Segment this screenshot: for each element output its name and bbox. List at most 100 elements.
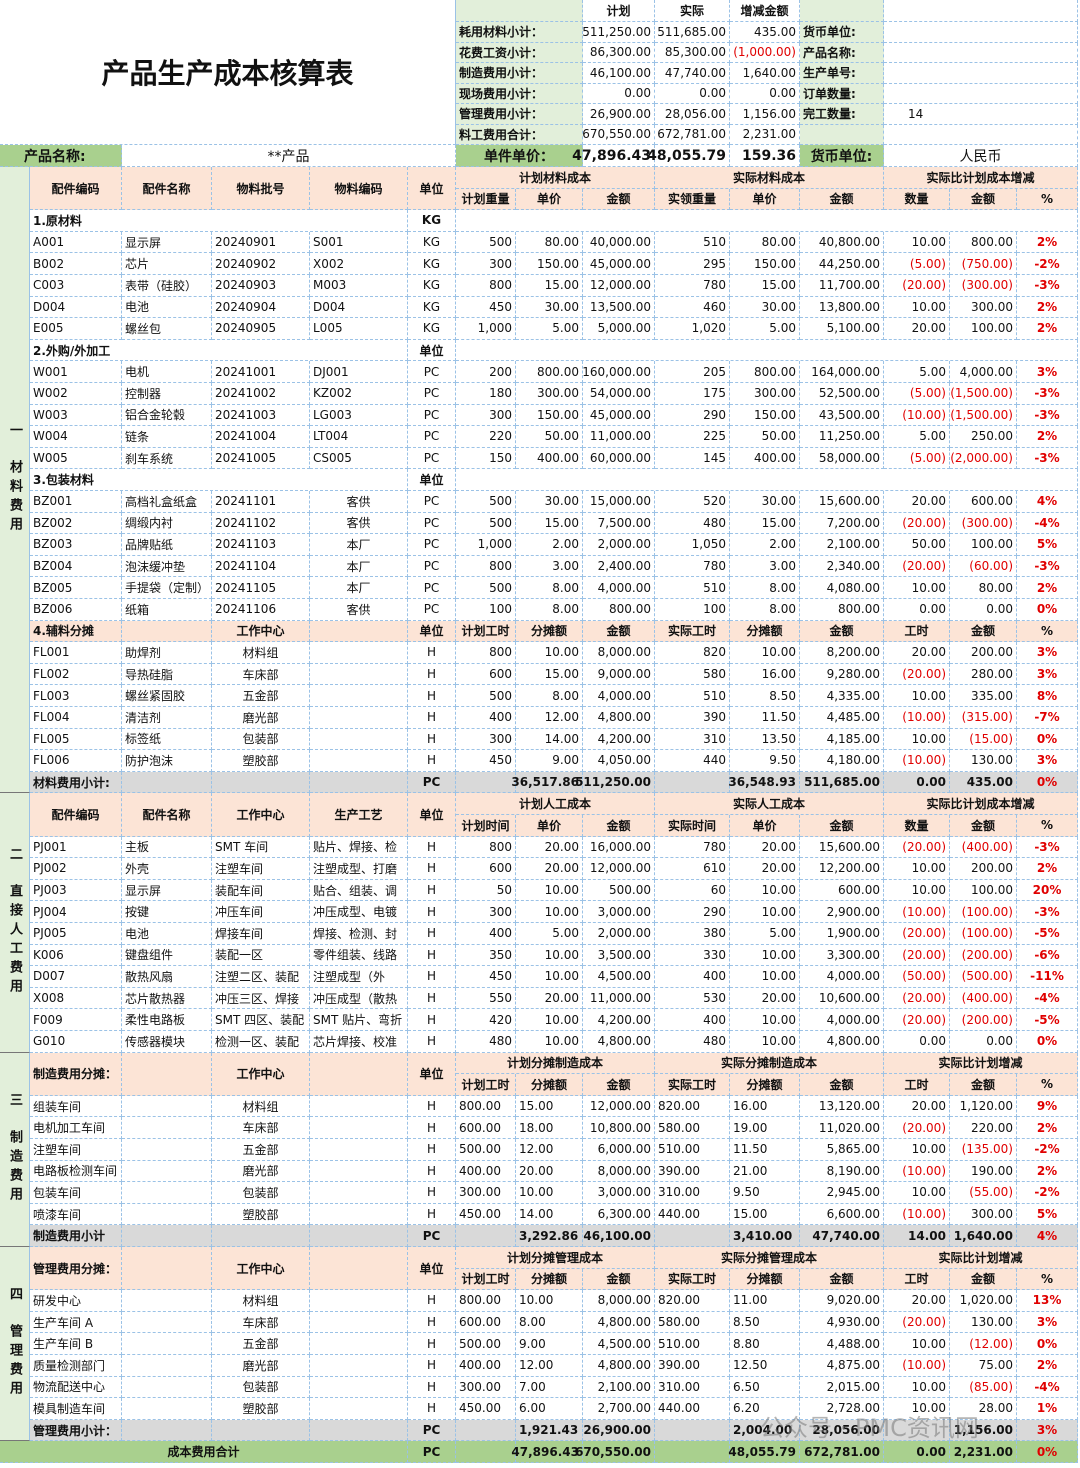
section-label-text: 四	[7, 1287, 22, 1307]
cell: 链条	[122, 426, 212, 448]
cell: 10,600.00	[800, 987, 884, 1010]
cell: H	[408, 966, 456, 988]
cell: 防护泡沫	[122, 750, 212, 772]
cell: 600	[456, 858, 516, 880]
cell: H	[408, 1333, 456, 1355]
cell: 13.50	[730, 728, 800, 751]
cell: H	[408, 1398, 456, 1420]
cell: 注塑成型、打磨	[310, 858, 408, 880]
cell: 520	[655, 491, 730, 513]
cell: B002	[30, 253, 122, 275]
total-cell: 47,896.43	[511, 1441, 583, 1463]
cell: 10.00	[884, 577, 950, 599]
cell: 75.00	[950, 1355, 1017, 1377]
row-background	[30, 1419, 1078, 1442]
subtotal-cell: 511,250.00	[575, 771, 655, 794]
cell: 1%	[1017, 1398, 1078, 1420]
cell: 780	[655, 555, 730, 578]
subtotal-cell	[310, 771, 408, 794]
cell: 440.00	[655, 1203, 730, 1226]
cell: 500	[456, 577, 516, 599]
cell: 60	[655, 879, 730, 902]
cell: 4,488.00	[800, 1333, 884, 1355]
cell: 贴合、组装、调	[310, 879, 408, 902]
cell: D004	[30, 296, 122, 319]
cell	[122, 1203, 212, 1226]
cell: H	[408, 1290, 456, 1312]
cell: 高档礼盒纸盒	[122, 491, 212, 513]
cell: 500.00	[456, 1139, 516, 1161]
header-cell: 金额	[800, 815, 884, 837]
cell: 450	[456, 966, 516, 988]
cell: H	[408, 901, 456, 923]
cell: 20241105	[212, 577, 310, 599]
header-cell: 分摊额	[730, 1074, 800, 1096]
cell: (20.00)	[884, 663, 950, 686]
cell: H	[408, 1160, 456, 1183]
subtotal-cell	[122, 1419, 212, 1442]
cell: 客供	[310, 491, 408, 513]
cell: 2.00	[516, 534, 583, 556]
cell: 显示屏	[122, 879, 212, 902]
cell: 5,100.00	[800, 318, 884, 340]
cell: BZ005	[30, 577, 122, 599]
cell: 800.00	[456, 1290, 516, 1312]
cell: 6,600.00	[800, 1203, 884, 1226]
row-background	[30, 620, 1078, 643]
headline-cell: 单位	[408, 620, 456, 643]
cell: 1,020.00	[950, 1290, 1017, 1312]
subtotal-cell	[212, 1419, 310, 1442]
row-background	[30, 771, 1078, 794]
cell: 11,250.00	[800, 426, 884, 448]
subtotal-cell: 14.00	[884, 1225, 950, 1247]
summary-value: 672,781.00	[655, 124, 730, 145]
cell: 480	[456, 1031, 516, 1053]
cell: 3.00	[516, 555, 583, 578]
cell: 80.00	[950, 577, 1017, 599]
cell: 16.00	[730, 663, 800, 686]
cell: 12.00	[516, 1139, 583, 1161]
cell: 10.00	[884, 728, 950, 751]
cell: 1,000	[456, 534, 516, 556]
subtotal-cell: 511,685.00	[800, 771, 884, 794]
subtotal-cell: 3,410.00	[730, 1225, 800, 1247]
cell: 10.00	[884, 858, 950, 880]
cell: 5,865.00	[800, 1139, 884, 1161]
cell: 58,000.00	[800, 447, 884, 470]
cell: 包装部	[212, 1376, 310, 1399]
cell: 标签纸	[122, 728, 212, 751]
cell: 7,500.00	[583, 512, 655, 535]
cell: 14.00	[516, 1203, 583, 1226]
cell: PJ003	[30, 879, 122, 902]
cell: 车床部	[212, 1117, 310, 1139]
cell: (135.00)	[950, 1139, 1017, 1161]
cell: 塑胶部	[212, 1203, 310, 1226]
cell: 15.00	[730, 275, 800, 297]
cell: 清洁剂	[122, 707, 212, 729]
cell: (300.00)	[950, 512, 1017, 535]
summary-column: 增减金额	[730, 0, 800, 22]
subtotal-cell	[310, 1225, 408, 1247]
cell: 300	[456, 901, 516, 923]
cell	[122, 1376, 212, 1399]
subtotal-cell: 1,640.00	[950, 1225, 1017, 1247]
cell: 500	[456, 491, 516, 513]
cell: 150.00	[516, 253, 583, 275]
cell	[310, 1139, 408, 1161]
cell: 2,100.00	[583, 1376, 655, 1399]
cell: 9,000.00	[583, 663, 655, 686]
cell: 20.00	[884, 491, 950, 513]
cell: H	[408, 685, 456, 707]
summary-value: 46,100.00	[583, 63, 655, 84]
cell: 电机加工车间	[30, 1117, 122, 1139]
cell: -5%	[1017, 923, 1078, 945]
section-label-text: 一	[7, 423, 22, 443]
cell: 4,500.00	[583, 1333, 655, 1355]
cell: F009	[30, 1009, 122, 1031]
cell: 15.00	[516, 663, 583, 686]
cell: 4,335.00	[800, 685, 884, 707]
summary-value: 1,640.00	[730, 63, 800, 84]
cell: 310	[655, 728, 730, 751]
cell: 60,000.00	[583, 447, 655, 470]
